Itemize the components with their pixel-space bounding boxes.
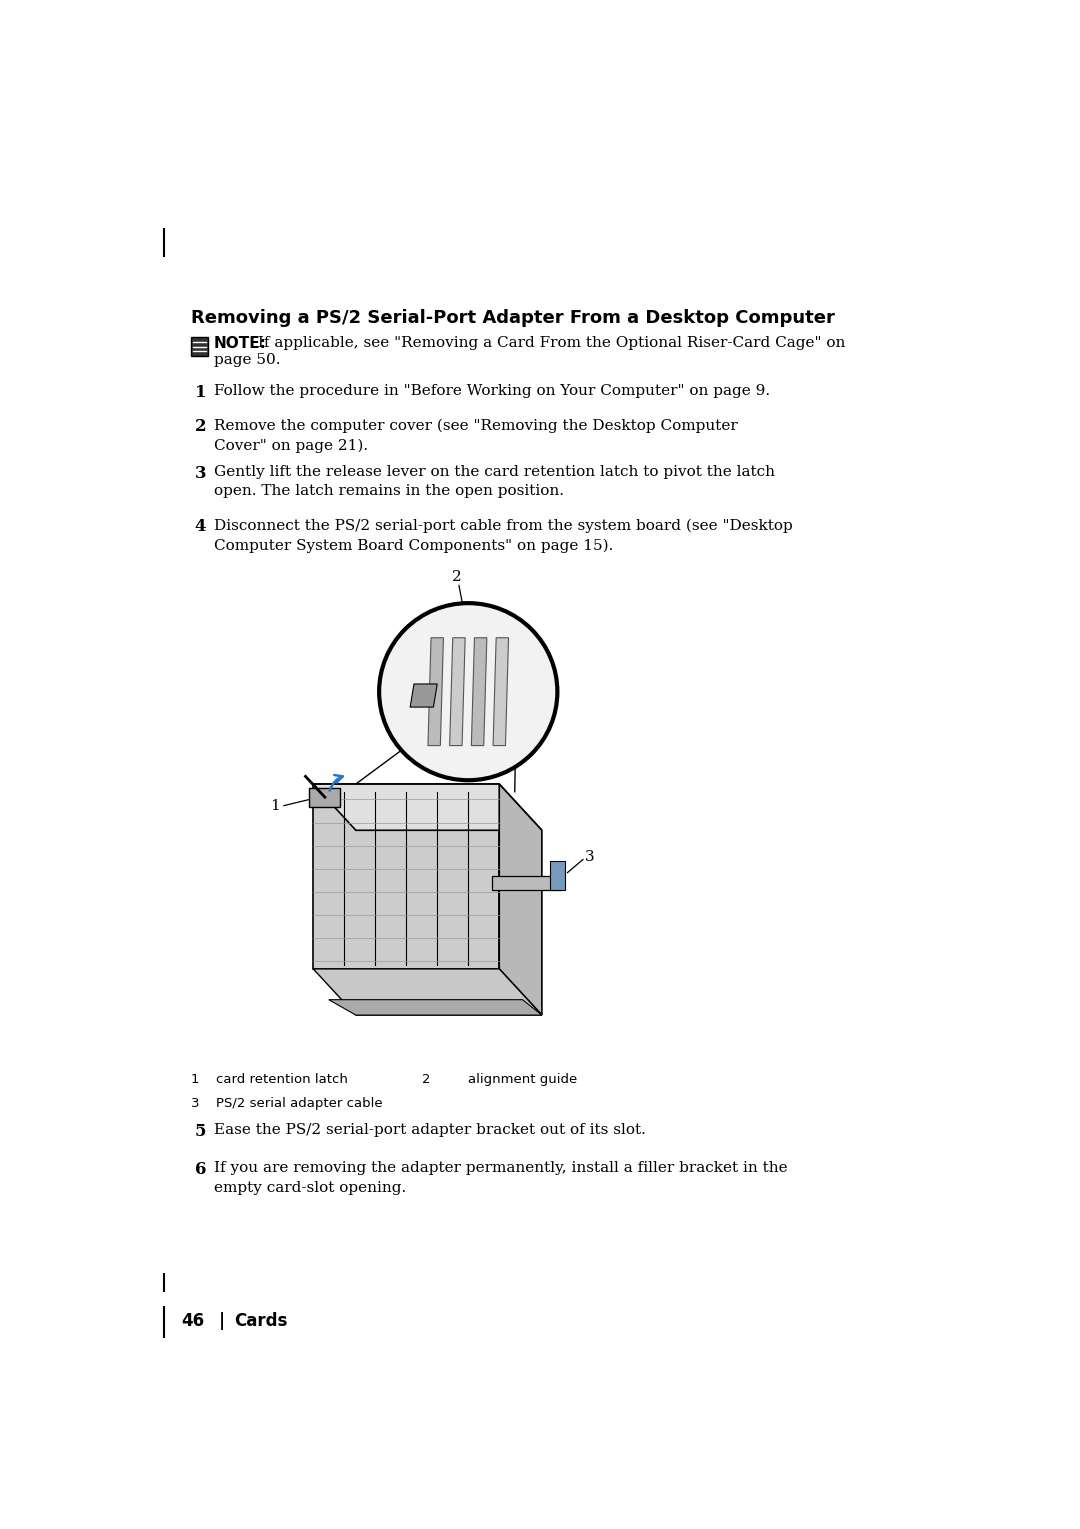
Text: card retention latch: card retention latch [216, 1073, 348, 1086]
Text: 6: 6 [194, 1162, 206, 1179]
Text: 3: 3 [584, 850, 594, 864]
Text: page 50.: page 50. [214, 353, 281, 367]
Polygon shape [499, 784, 542, 1015]
FancyBboxPatch shape [313, 784, 499, 969]
Text: NOTE:: NOTE: [214, 336, 267, 352]
Text: 3: 3 [191, 1098, 200, 1110]
Text: PS/2 serial adapter cable: PS/2 serial adapter cable [216, 1098, 383, 1110]
Polygon shape [491, 876, 562, 890]
Text: Remove the computer cover (see "Removing the Desktop Computer
Cover" on page 21): Remove the computer cover (see "Removing… [214, 419, 738, 453]
Polygon shape [309, 787, 340, 807]
Text: 1: 1 [191, 1073, 200, 1086]
FancyArrowPatch shape [329, 775, 342, 790]
Circle shape [379, 602, 557, 780]
Text: 5: 5 [194, 1122, 206, 1141]
Text: Removing a PS/2 Serial-Port Adapter From a Desktop Computer: Removing a PS/2 Serial-Port Adapter From… [191, 309, 835, 327]
Text: 1: 1 [270, 798, 280, 812]
Polygon shape [313, 969, 542, 1015]
Polygon shape [428, 638, 444, 746]
Text: 4: 4 [194, 518, 206, 535]
Text: If you are removing the adapter permanently, install a filler bracket in the
emp: If you are removing the adapter permanen… [214, 1162, 787, 1194]
Polygon shape [494, 638, 509, 746]
Polygon shape [550, 861, 565, 890]
Polygon shape [471, 638, 487, 746]
Text: Disconnect the PS/2 serial-port cable from the system board (see "Desktop
Comput: Disconnect the PS/2 serial-port cable fr… [214, 518, 793, 553]
Text: 2: 2 [451, 570, 461, 584]
Text: Cards: Cards [234, 1312, 287, 1330]
Text: Ease the PS/2 serial-port adapter bracket out of its slot.: Ease the PS/2 serial-port adapter bracke… [214, 1122, 646, 1138]
Polygon shape [328, 1000, 542, 1015]
Text: alignment guide: alignment guide [469, 1073, 578, 1086]
Text: 46: 46 [181, 1312, 204, 1330]
Text: 1: 1 [194, 384, 206, 401]
Text: If applicable, see "Removing a Card From the Optional Riser-Card Cage" on: If applicable, see "Removing a Card From… [253, 336, 846, 350]
Text: 2: 2 [422, 1073, 430, 1086]
Text: 3: 3 [194, 465, 206, 482]
Text: Gently lift the release lever on the card retention latch to pivot the latch
ope: Gently lift the release lever on the car… [214, 465, 775, 498]
Text: Follow the procedure in "Before Working on Your Computer" on page 9.: Follow the procedure in "Before Working … [214, 384, 770, 398]
Text: 2: 2 [194, 419, 206, 436]
Polygon shape [410, 683, 437, 706]
Text: |: | [218, 1312, 225, 1330]
Polygon shape [449, 638, 465, 746]
FancyBboxPatch shape [191, 338, 207, 356]
Polygon shape [313, 784, 542, 830]
